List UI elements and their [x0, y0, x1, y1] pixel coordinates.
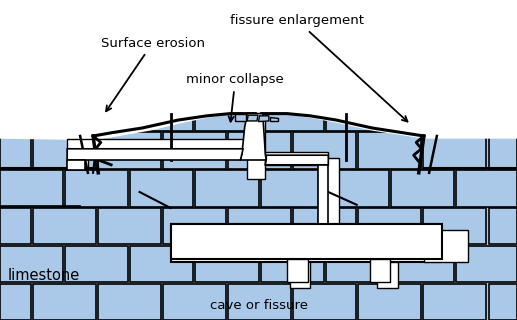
Text: minor collapse: minor collapse [186, 73, 284, 122]
Bar [65, 19, 128, 56]
Bar [163, 284, 226, 320]
Bar [0, 132, 31, 169]
Polygon shape [235, 114, 246, 121]
Polygon shape [0, 0, 517, 139]
Bar [163, 57, 226, 93]
Bar [163, 132, 226, 169]
Bar [423, 284, 486, 320]
Bar [489, 132, 517, 169]
Bar [290, 262, 310, 288]
Text: Surface erosion: Surface erosion [100, 36, 205, 111]
Bar [358, 132, 421, 169]
Bar [261, 246, 324, 282]
Bar [0, 19, 63, 56]
Bar [377, 262, 398, 288]
Bar [265, 152, 328, 165]
Bar [261, 95, 324, 131]
Bar [326, 19, 389, 56]
Bar [195, 19, 258, 56]
Polygon shape [67, 149, 243, 160]
Bar [261, 170, 324, 207]
Polygon shape [265, 155, 328, 165]
Bar [261, 19, 324, 56]
Bar [326, 246, 389, 282]
Bar [65, 170, 128, 207]
Bar [489, 57, 517, 93]
Polygon shape [258, 116, 269, 122]
Bar [195, 170, 258, 207]
Bar [0, 170, 63, 207]
Bar [456, 170, 517, 207]
Bar [130, 246, 193, 282]
Bar [98, 208, 161, 244]
Bar [293, 132, 356, 169]
Bar [33, 208, 96, 244]
Bar [228, 57, 291, 93]
Bar [318, 158, 339, 230]
Bar [456, 95, 517, 131]
Bar [130, 170, 193, 207]
Bar [326, 95, 389, 131]
Bar [195, 95, 258, 131]
Bar [293, 284, 356, 320]
Bar [33, 132, 96, 169]
Bar [423, 57, 486, 93]
Polygon shape [240, 114, 266, 160]
Bar [65, 246, 128, 282]
Bar [98, 57, 161, 93]
Bar [228, 132, 291, 169]
Bar [130, 95, 193, 131]
Bar [98, 132, 161, 169]
Bar [228, 208, 291, 244]
Bar [358, 57, 421, 93]
Bar [163, 208, 226, 244]
Bar [228, 284, 291, 320]
Bar [370, 259, 390, 282]
Bar [0, 246, 63, 282]
Bar [0, 208, 31, 244]
Text: fissure enlargement: fissure enlargement [230, 14, 407, 122]
Bar [130, 19, 193, 56]
Bar [423, 132, 486, 169]
Bar [247, 112, 265, 179]
Bar [456, 19, 517, 56]
Bar [33, 284, 96, 320]
Bar [0, 95, 63, 131]
Bar [98, 284, 161, 320]
Text: cave or fissure: cave or fissure [209, 299, 308, 312]
Polygon shape [171, 224, 442, 259]
Bar [391, 95, 454, 131]
Bar [293, 57, 356, 93]
Bar [171, 224, 439, 262]
Polygon shape [247, 115, 258, 121]
Bar [67, 155, 88, 168]
Bar [358, 284, 421, 320]
Bar [195, 246, 258, 282]
Bar [424, 230, 468, 262]
Bar [489, 208, 517, 244]
Polygon shape [270, 117, 278, 121]
Bar [391, 19, 454, 56]
Bar [33, 57, 96, 93]
Bar [423, 208, 486, 244]
Bar [326, 170, 389, 207]
Polygon shape [0, 0, 517, 136]
Bar [287, 259, 308, 282]
Bar [293, 208, 356, 244]
Polygon shape [67, 160, 85, 170]
Bar [67, 139, 256, 155]
Bar [391, 170, 454, 207]
Polygon shape [318, 165, 328, 224]
Bar [358, 208, 421, 244]
Bar [65, 95, 128, 131]
Text: limestone: limestone [8, 268, 80, 283]
Bar [0, 57, 31, 93]
Bar [456, 246, 517, 282]
Bar [0, 284, 31, 320]
Bar [489, 284, 517, 320]
Bar [391, 246, 454, 282]
